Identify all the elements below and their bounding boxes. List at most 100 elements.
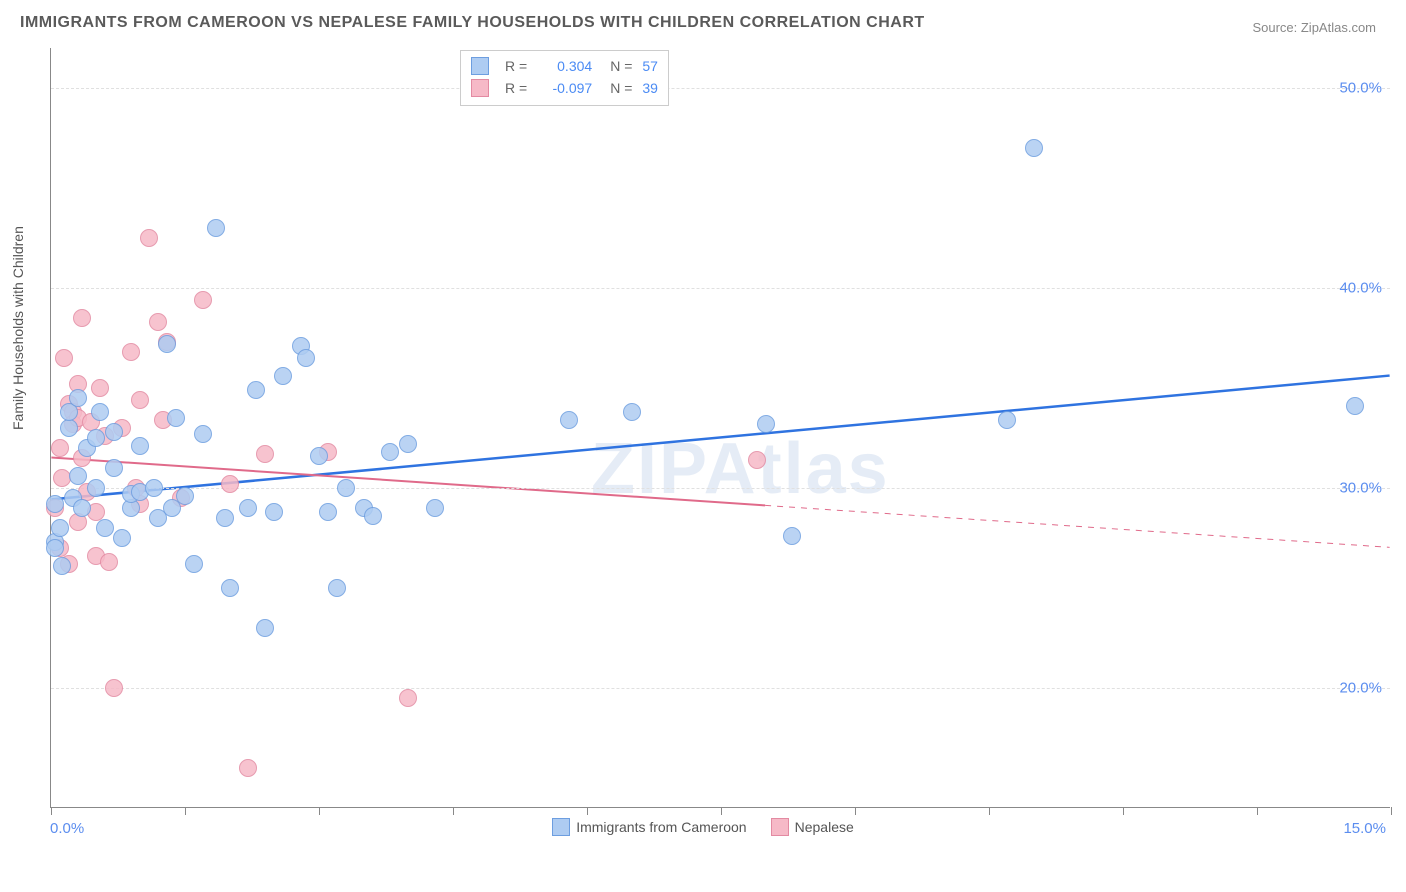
scatter-point-a [131, 437, 149, 455]
scatter-point-b [140, 229, 158, 247]
scatter-point-b [73, 309, 91, 327]
x-tick [989, 807, 990, 815]
scatter-point-a [53, 557, 71, 575]
scatter-point-a [176, 487, 194, 505]
scatter-point-a [46, 539, 64, 557]
scatter-point-a [1346, 397, 1364, 415]
y-tick-label: 30.0% [1339, 480, 1382, 497]
scatter-point-a [87, 479, 105, 497]
y-axis-label: Family Households with Children [10, 226, 26, 430]
chart-title: IMMIGRANTS FROM CAMEROON VS NEPALESE FAM… [20, 14, 925, 32]
r-label: R = [505, 80, 527, 96]
scatter-point-b [100, 553, 118, 571]
scatter-plot-area: ZIPAtlas 20.0%30.0%40.0%50.0% [50, 48, 1390, 808]
trend-lines-layer [51, 48, 1390, 807]
scatter-point-a [310, 447, 328, 465]
scatter-point-a [167, 409, 185, 427]
x-tick [855, 807, 856, 815]
scatter-point-a [46, 495, 64, 513]
r-value-a: 0.304 [537, 58, 592, 74]
scatter-point-b [53, 469, 71, 487]
scatter-point-a [194, 425, 212, 443]
scatter-point-a [1025, 139, 1043, 157]
scatter-point-a [998, 411, 1016, 429]
scatter-point-a [96, 519, 114, 537]
scatter-point-a [399, 435, 417, 453]
scatter-point-a [297, 349, 315, 367]
scatter-point-a [60, 419, 78, 437]
scatter-point-b [399, 689, 417, 707]
scatter-point-a [560, 411, 578, 429]
scatter-point-b [149, 313, 167, 331]
scatter-point-a [113, 529, 131, 547]
r-label: R = [505, 58, 527, 74]
scatter-point-a [69, 389, 87, 407]
scatter-point-b [239, 759, 257, 777]
r-value-b: -0.097 [537, 80, 592, 96]
scatter-point-a [265, 503, 283, 521]
scatter-point-a [381, 443, 399, 461]
scatter-point-a [221, 579, 239, 597]
x-tick [1257, 807, 1258, 815]
scatter-point-a [51, 519, 69, 537]
trend-line [765, 505, 1390, 547]
scatter-point-b [105, 679, 123, 697]
scatter-point-a [328, 579, 346, 597]
scatter-point-a [274, 367, 292, 385]
scatter-point-a [69, 467, 87, 485]
scatter-point-a [247, 381, 265, 399]
gridline [51, 288, 1390, 289]
scatter-point-a [364, 507, 382, 525]
y-tick-label: 40.0% [1339, 280, 1382, 297]
scatter-point-a [105, 459, 123, 477]
swatch-series-b [471, 79, 489, 97]
scatter-point-b [748, 451, 766, 469]
scatter-point-b [221, 475, 239, 493]
scatter-point-a [105, 423, 123, 441]
source-attribution: Source: ZipAtlas.com [1252, 20, 1376, 35]
scatter-point-a [239, 499, 257, 517]
n-label: N = [610, 58, 632, 74]
gridline [51, 688, 1390, 689]
x-tick [319, 807, 320, 815]
x-tick [1123, 807, 1124, 815]
scatter-point-a [216, 509, 234, 527]
scatter-point-a [757, 415, 775, 433]
scatter-point-a [207, 219, 225, 237]
correlation-stats-box: R = 0.304 N = 57 R = -0.097 N = 39 [460, 50, 669, 106]
gridline [51, 88, 1390, 89]
y-tick-label: 50.0% [1339, 80, 1382, 97]
scatter-point-b [131, 391, 149, 409]
n-value-b: 39 [642, 80, 658, 96]
x-tick [1391, 807, 1392, 815]
scatter-point-b [194, 291, 212, 309]
n-value-a: 57 [642, 58, 658, 74]
scatter-point-a [319, 503, 337, 521]
scatter-point-a [623, 403, 641, 421]
scatter-point-a [87, 429, 105, 447]
scatter-point-a [185, 555, 203, 573]
x-tick [721, 807, 722, 815]
scatter-point-b [91, 379, 109, 397]
scatter-point-a [256, 619, 274, 637]
scatter-point-a [158, 335, 176, 353]
legend-item-a: Immigrants from Cameroon [552, 818, 746, 836]
scatter-point-a [91, 403, 109, 421]
swatch-series-a [471, 57, 489, 75]
scatter-point-b [122, 343, 140, 361]
gridline [51, 488, 1390, 489]
scatter-point-a [145, 479, 163, 497]
stats-row: R = 0.304 N = 57 [471, 55, 658, 77]
scatter-point-a [73, 499, 91, 517]
legend-label-b: Nepalese [795, 819, 854, 835]
legend-label-a: Immigrants from Cameroon [576, 819, 746, 835]
legend-item-b: Nepalese [771, 818, 854, 836]
x-tick [51, 807, 52, 815]
bottom-legend: Immigrants from Cameroon Nepalese [0, 818, 1406, 836]
swatch-series-a [552, 818, 570, 836]
scatter-point-a [337, 479, 355, 497]
x-tick [185, 807, 186, 815]
scatter-point-b [256, 445, 274, 463]
x-tick [587, 807, 588, 815]
swatch-series-b [771, 818, 789, 836]
